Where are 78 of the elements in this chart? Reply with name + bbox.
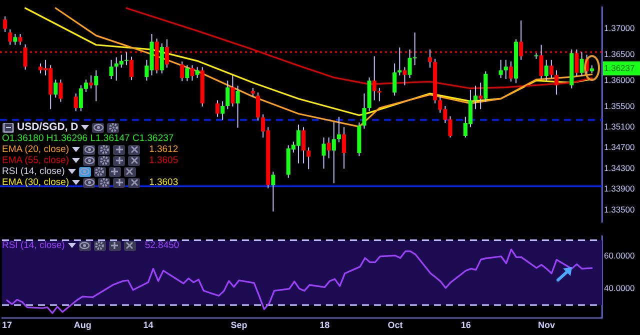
candlestick bbox=[271, 171, 276, 212]
candlestick bbox=[326, 137, 331, 159]
candlestick bbox=[160, 42, 164, 74]
y-tick-label: 60.0000 bbox=[604, 250, 635, 261]
candlestick bbox=[230, 74, 235, 107]
candlestick bbox=[554, 70, 558, 96]
text: EMA (20, close) bbox=[2, 144, 70, 155]
candlestick bbox=[180, 60, 184, 82]
x-tick-label: 16 bbox=[460, 320, 471, 330]
y-tick-label: 1.34700 bbox=[604, 142, 635, 152]
candlestick bbox=[109, 59, 114, 80]
candlestick bbox=[549, 59, 554, 79]
candlestick bbox=[306, 146, 311, 170]
y-tick-label: 1.35500 bbox=[604, 100, 635, 111]
candlestick bbox=[322, 137, 326, 170]
text: RSI (14, close) bbox=[2, 240, 65, 251]
x-tick-label: Oct bbox=[388, 320, 403, 330]
y-tick-label: 40.0000 bbox=[604, 283, 635, 294]
candlestick bbox=[362, 93, 366, 130]
x-tick-label: Sep bbox=[230, 320, 248, 330]
annotation: 52.8450 bbox=[144, 240, 180, 251]
candlestick bbox=[402, 66, 407, 86]
y-tick-label: 1.36000 bbox=[604, 74, 635, 85]
candlestick bbox=[398, 46, 402, 76]
candlestick bbox=[302, 126, 306, 164]
candlestick bbox=[336, 116, 341, 143]
x-tick-label: 14 bbox=[143, 320, 154, 330]
candlestick bbox=[256, 92, 260, 121]
x-tick-label: 18 bbox=[320, 320, 330, 330]
candlestick bbox=[519, 20, 524, 60]
text: 1.36237 bbox=[604, 63, 635, 74]
candlestick bbox=[478, 82, 483, 110]
y-tick-label: 1.34300 bbox=[604, 162, 635, 173]
annotation: 1.3605 bbox=[149, 155, 178, 166]
candlestick bbox=[130, 56, 134, 81]
candlestick bbox=[190, 64, 194, 82]
candlestick bbox=[58, 79, 63, 102]
text: O1.36180 H1.36296 L1.36147 C1.36237 bbox=[2, 133, 174, 144]
candlestick bbox=[504, 59, 508, 80]
candlestick bbox=[544, 59, 548, 82]
annotation: RSI (14, close) bbox=[2, 166, 65, 177]
candlestick bbox=[185, 64, 190, 82]
candlestick bbox=[474, 85, 478, 110]
candlestick bbox=[332, 122, 336, 184]
y-tick-label: 1.36500 bbox=[604, 49, 635, 60]
candlestick bbox=[13, 34, 18, 46]
candlestick bbox=[498, 59, 503, 79]
text: EMA (55, close) bbox=[2, 155, 70, 166]
y-tick-label: 1.35100 bbox=[604, 122, 635, 132]
x-tick-label: 17 bbox=[2, 320, 12, 330]
candlestick bbox=[54, 79, 58, 98]
candlestick bbox=[89, 74, 94, 89]
candlestick bbox=[3, 16, 8, 32]
candlestick bbox=[236, 85, 240, 128]
annotation: 1.3603 bbox=[149, 177, 178, 188]
candlestick bbox=[195, 66, 200, 79]
text: EMA (30, close) bbox=[2, 177, 70, 188]
candlestick bbox=[392, 63, 397, 96]
candlestick bbox=[18, 34, 22, 46]
candlestick bbox=[8, 28, 12, 46]
candlestick bbox=[580, 52, 584, 76]
candlestick bbox=[216, 100, 220, 118]
candlestick bbox=[94, 70, 98, 102]
candlestick bbox=[372, 56, 376, 101]
annotation: 1.3612 bbox=[149, 144, 178, 155]
candlestick bbox=[226, 80, 230, 110]
x-tick-label: Aug bbox=[74, 320, 92, 330]
candlestick bbox=[124, 52, 128, 66]
y-tick-label: 1.37000 bbox=[604, 23, 635, 34]
y-tick-label: 1.33900 bbox=[604, 184, 635, 194]
candlestick bbox=[508, 60, 513, 82]
x-tick-label: Nov bbox=[538, 320, 556, 330]
candlestick bbox=[74, 93, 78, 112]
candlestick bbox=[377, 87, 382, 102]
candlestick bbox=[342, 126, 346, 170]
candlestick bbox=[220, 100, 225, 120]
y-tick-label: 1.33500 bbox=[604, 204, 635, 214]
text: USD/SGD, D bbox=[17, 121, 78, 133]
